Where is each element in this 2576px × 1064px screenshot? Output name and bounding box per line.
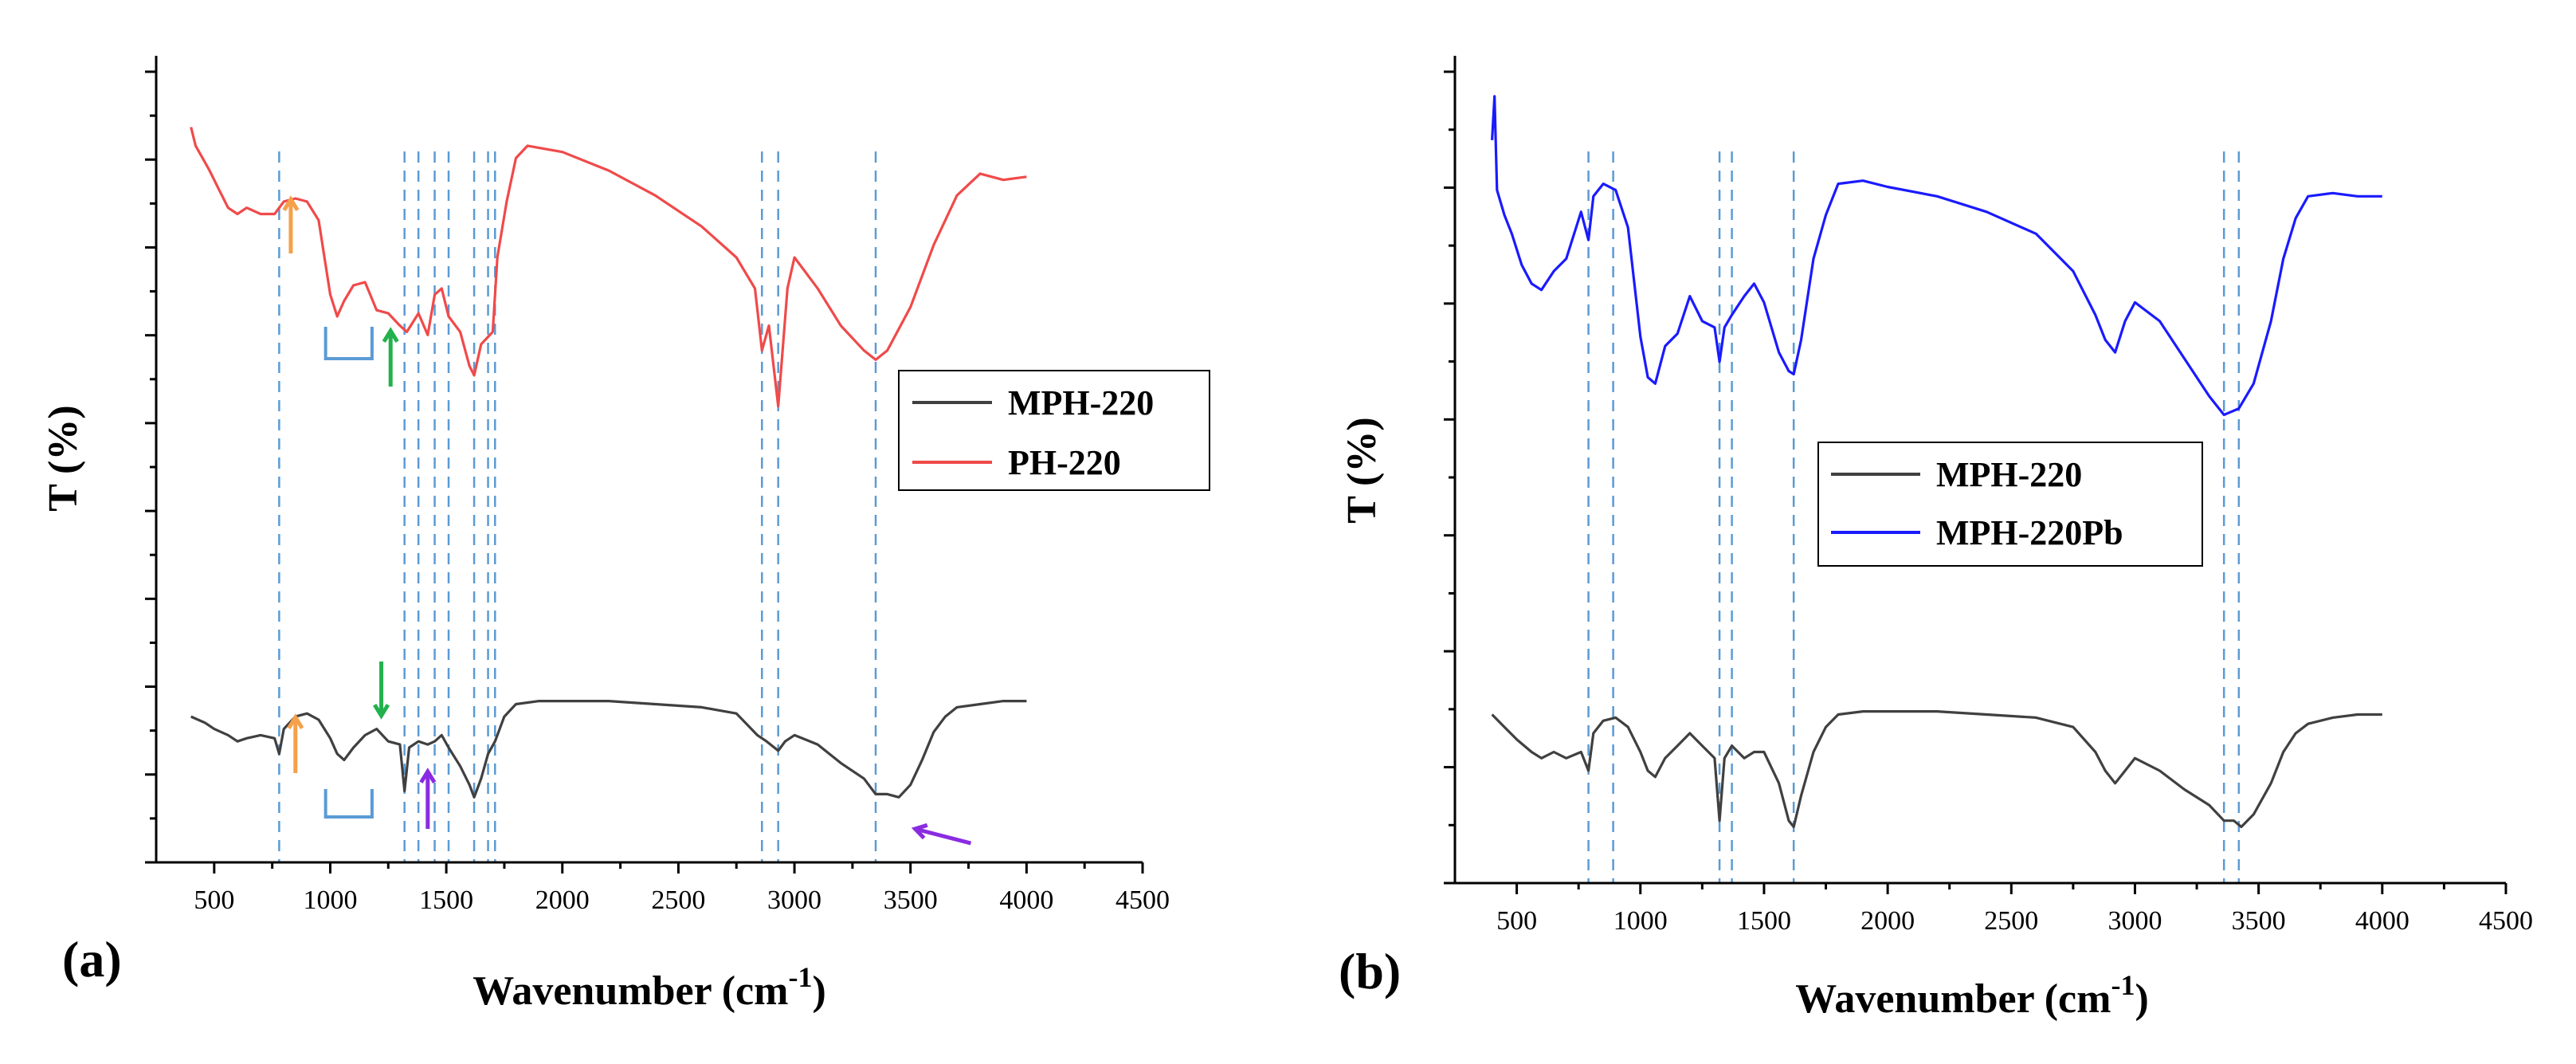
panel-label-b: (b) [1339, 943, 1401, 999]
legend-box [1817, 442, 2203, 567]
y-axis-ticks [145, 70, 156, 864]
x-axis-ticks: 500 1000 1500 2000 2500 3000 3500 4000 4500 [1496, 883, 2533, 936]
series-line-mph-220 [1491, 710, 2382, 829]
purple-arrow-right-head [911, 823, 928, 840]
series-line-ph-220 [190, 127, 1027, 408]
x-tick-label-1000: 1000 [303, 885, 357, 915]
y-axis-label: T (%) [1339, 417, 1385, 523]
bracket-bottom [323, 789, 374, 819]
x-tick-label-2000: 2000 [535, 885, 590, 915]
x-tick-label-2500: 2500 [1984, 906, 2038, 936]
x-tick-label-4500: 4500 [1115, 885, 1170, 915]
series-group [1491, 95, 2382, 829]
x-tick-label-3000: 3000 [2107, 906, 2162, 936]
x-axis-ticks: 500 1000 1500 2000 2500 3000 3500 4000 4500 [194, 862, 1170, 915]
x-tick-label-500: 500 [1496, 906, 1537, 936]
legend-box [898, 370, 1210, 491]
x-tick-label-2000: 2000 [1860, 906, 1915, 936]
green-arrow-top-head [382, 327, 399, 343]
x-tick-label-1500: 1500 [1737, 906, 1791, 936]
y-axis-ticks [1444, 70, 1455, 885]
panel-b-chart: 500 1000 1500 2000 2500 3000 3500 4000 4500 T (%… [1339, 56, 2533, 1022]
x-tick-label-1000: 1000 [1613, 906, 1668, 936]
legend-label-mph-220pb: MPH-220Pb [1936, 513, 2123, 552]
x-axis-label: Wavenumber (cm-1) [1795, 969, 2149, 1022]
y-axis-label: T (%) [41, 405, 86, 511]
x-tick-label-2500: 2500 [651, 885, 705, 915]
series-line-mph-220 [190, 700, 1027, 799]
orange-arrow-bottom-head [287, 713, 304, 729]
x-tick-label-4000: 4000 [2355, 906, 2409, 936]
legend: MPH-220 PH-220 [898, 370, 1210, 491]
guide-lines [278, 151, 877, 862]
legend-label-mph-220: MPH-220 [1936, 455, 2082, 494]
series-line-mph-220pb [1491, 95, 2382, 417]
panel-label-a: (a) [62, 931, 122, 987]
x-tick-label-3500: 3500 [884, 885, 938, 915]
annotation-arrows [282, 195, 972, 846]
purple-arrow-right [914, 826, 972, 846]
x-axis-label: Wavenumber (cm-1) [472, 961, 826, 1014]
legend: MPH-220 MPH-220Pb [1817, 442, 2203, 567]
x-tick-label-3000: 3000 [767, 885, 821, 915]
x-tick-label-3500: 3500 [2232, 906, 2286, 936]
panel-a-chart: 500 1000 1500 2000 2500 3000 3500 4000 4500 T (%… [41, 56, 1210, 1014]
x-tick-label-4500: 4500 [2479, 906, 2533, 936]
green-arrow-bottom-head [373, 704, 390, 720]
legend-label-mph-220: MPH-220 [1008, 383, 1154, 422]
x-tick-label-4000: 4000 [999, 885, 1053, 915]
legend-label-ph-220: PH-220 [1008, 443, 1121, 482]
x-tick-label-1500: 1500 [419, 885, 473, 915]
bracket-top [323, 327, 374, 360]
purple-arrow-bottom-head [419, 768, 437, 783]
orange-arrow-top-head [282, 195, 300, 211]
guide-lines [1587, 151, 2241, 883]
x-tick-label-500: 500 [194, 885, 234, 915]
